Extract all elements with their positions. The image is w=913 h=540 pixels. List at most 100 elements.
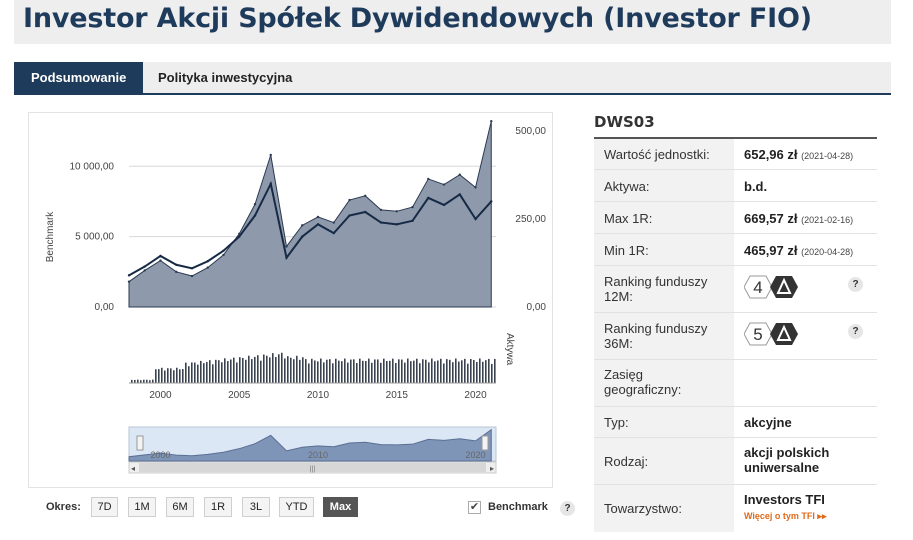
volume-bar: [329, 359, 331, 383]
volume-bar: [473, 359, 475, 383]
info-label: Towarzystwo:: [604, 501, 683, 516]
benchmark-point: [206, 266, 209, 269]
volume-bar: [296, 355, 298, 383]
volume-bar: [350, 359, 352, 383]
volume-bar: [161, 367, 163, 383]
info-label: Min 1R:: [604, 243, 649, 258]
benchmark-point: [411, 205, 414, 209]
benchmark-point: [379, 208, 383, 212]
right-tick-label: 250,00: [515, 214, 546, 225]
volume-bar: [452, 362, 454, 383]
benchmark-point: [285, 245, 288, 248]
tab-podsumowanie[interactable]: Podsumowanie: [14, 62, 144, 93]
kurs-point: [364, 210, 367, 214]
volume-bar: [245, 359, 247, 383]
period-ytd-button[interactable]: YTD: [279, 497, 314, 517]
volume-bar: [182, 369, 184, 383]
volume-bar: [197, 364, 199, 383]
period-1m-button[interactable]: 1M: [128, 497, 156, 517]
volume-bar: [323, 362, 325, 383]
volume-bar: [377, 359, 379, 383]
left-axis-title: Benchmark: [45, 211, 56, 263]
volume-bar: [155, 369, 157, 383]
help-icon[interactable]: ?: [560, 501, 575, 516]
tab-polityka-inwestycyjna[interactable]: Polityka inwestycyjna: [158, 70, 293, 85]
analizy-icon: [776, 324, 792, 341]
volume-bar: [347, 362, 349, 383]
period-6m-button[interactable]: 6M: [166, 497, 194, 517]
year-tick-label: 2015: [386, 390, 409, 401]
volume-bar: [320, 358, 322, 383]
navigator-scrollbar-thumb: [139, 463, 486, 472]
period-max-button[interactable]: Max: [323, 497, 358, 517]
kurs-point: [348, 214, 351, 217]
navigator-handle-left: [136, 435, 144, 451]
info-value: akcji polskich uniwersalne: [744, 445, 830, 475]
volume-bar: [407, 358, 409, 383]
fund-chart-svg[interactable]: 10 000,00 5 000,00 0,00 500,00 250,00 0,00 Ben…: [29, 113, 554, 489]
volume-bar: [356, 363, 358, 383]
info-row-geography: Zasięg geograficzny:: [594, 360, 877, 407]
period-1r-button[interactable]: 1R: [204, 497, 232, 517]
navigator-handle-right: [481, 435, 489, 451]
kurs-point: [490, 200, 493, 203]
info-label: Rodzaj:: [604, 454, 649, 469]
volume-bar: [200, 360, 202, 383]
volume-bar: [176, 367, 178, 383]
benchmark-point: [442, 183, 446, 186]
tab-bar: Podsumowanie Polityka inwestycyjna: [14, 62, 891, 95]
help-icon[interactable]: ?: [848, 277, 863, 292]
volume-bar: [398, 359, 400, 383]
right-tick-label: 500,00: [515, 126, 546, 137]
fund-info-panel: DWS03 Wartość jednostki: 652,96 zł (2021…: [594, 113, 877, 532]
period-3l-button[interactable]: 3L: [242, 497, 270, 517]
volume-bar: [266, 355, 268, 383]
kurs-point: [316, 223, 320, 226]
period-7d-button[interactable]: 7D: [91, 497, 118, 517]
info-row-ranking-12m: Ranking funduszy 12M: 4 ?: [594, 266, 877, 313]
help-icon[interactable]: ?: [848, 324, 863, 339]
volume-bar: [227, 361, 229, 383]
info-row-ranking-36m: Ranking funduszy 36M: 5 ?: [594, 313, 877, 360]
volume-bar: [275, 357, 277, 383]
kurs-point: [206, 260, 209, 263]
volume-bar: [467, 363, 469, 383]
volume-bar: [434, 361, 436, 383]
navigator-series: [128, 428, 492, 462]
info-value: b.d.: [744, 179, 768, 194]
benchmark-point: [490, 120, 493, 123]
more-about-tfi-link[interactable]: Więcej o tym TFI ▸▸: [744, 511, 827, 521]
info-row-company: Towarzystwo: Investors TFI Więcej o tym …: [594, 485, 877, 532]
volume-bar: [446, 359, 448, 383]
volume-bar: [263, 354, 265, 383]
volume-bar: [482, 361, 484, 383]
left-tick-label: 10 000,00: [70, 161, 115, 172]
kurs-point: [395, 223, 398, 226]
volume-bar: [305, 359, 307, 383]
benchmark-point: [175, 270, 178, 274]
benchmark-point: [253, 203, 257, 206]
volume-bar: [272, 353, 274, 383]
volume-bar: [191, 362, 193, 383]
year-tick-label: 2010: [307, 390, 330, 401]
left-tick-label: 0,00: [95, 302, 115, 313]
kurs-point: [427, 196, 430, 200]
volume-bar: [221, 362, 223, 383]
kurs-point: [301, 235, 304, 238]
kurs-point: [411, 219, 414, 222]
benchmark-label: Benchmark: [488, 501, 548, 513]
fund-chart[interactable]: 10 000,00 5 000,00 0,00 500,00 250,00 0,00 Ben…: [28, 112, 554, 489]
volume-bar: [494, 358, 496, 383]
volume-bar: [248, 355, 250, 383]
left-tick-label: 5 000,00: [75, 232, 114, 243]
ranking-badge-12m: 4: [744, 275, 798, 299]
volume-bar: [317, 361, 319, 383]
volume-bar: [359, 358, 361, 383]
benchmark-checkbox[interactable]: ✔: [468, 501, 481, 514]
year-tick-label: 2000: [149, 390, 172, 401]
volume-bar: [203, 363, 205, 383]
volume-bar: [428, 362, 430, 383]
info-row-assets: Aktywa: b.d.: [594, 170, 877, 202]
volume-bar: [464, 358, 466, 383]
benchmark-point: [238, 232, 241, 236]
